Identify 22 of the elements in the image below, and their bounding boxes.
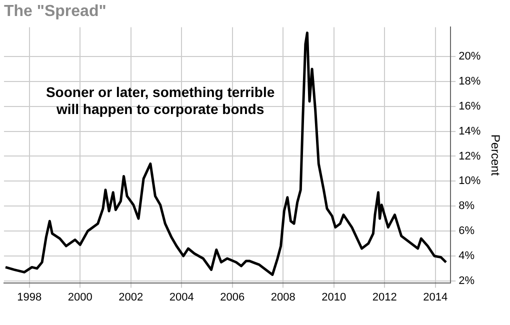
y-axis-title: Percent bbox=[488, 134, 502, 176]
x-tick-label: 2002 bbox=[118, 291, 144, 304]
y-tick-label: 12% bbox=[458, 150, 481, 162]
y-tick-label: 14% bbox=[458, 125, 481, 138]
x-tick-label: 2000 bbox=[68, 291, 92, 304]
y-tick-label: 20% bbox=[458, 50, 481, 63]
x-tick-label: 2008 bbox=[270, 291, 296, 304]
y-tick-label: 18% bbox=[458, 75, 481, 88]
x-tick-label: 2014 bbox=[423, 291, 448, 304]
y-tick-label: 16% bbox=[458, 100, 481, 112]
x-tick-label: 2012 bbox=[372, 291, 397, 304]
x-tick-label: 2004 bbox=[169, 291, 194, 304]
y-tick-label: 6% bbox=[458, 225, 475, 238]
chart-title: The "Spread" bbox=[4, 3, 106, 20]
y-tick-label: 4% bbox=[458, 250, 475, 262]
y-tick-label: 2% bbox=[458, 274, 475, 287]
y-tick-label: 8% bbox=[458, 200, 475, 212]
x-tick-label: 2006 bbox=[220, 291, 245, 304]
x-tick-label: 1998 bbox=[17, 291, 42, 304]
annotation: Sooner or later, something terrible will happen to corporate bonds bbox=[46, 84, 275, 118]
y-tick-label: 10% bbox=[458, 175, 481, 188]
x-tick-label: 2010 bbox=[322, 291, 346, 304]
